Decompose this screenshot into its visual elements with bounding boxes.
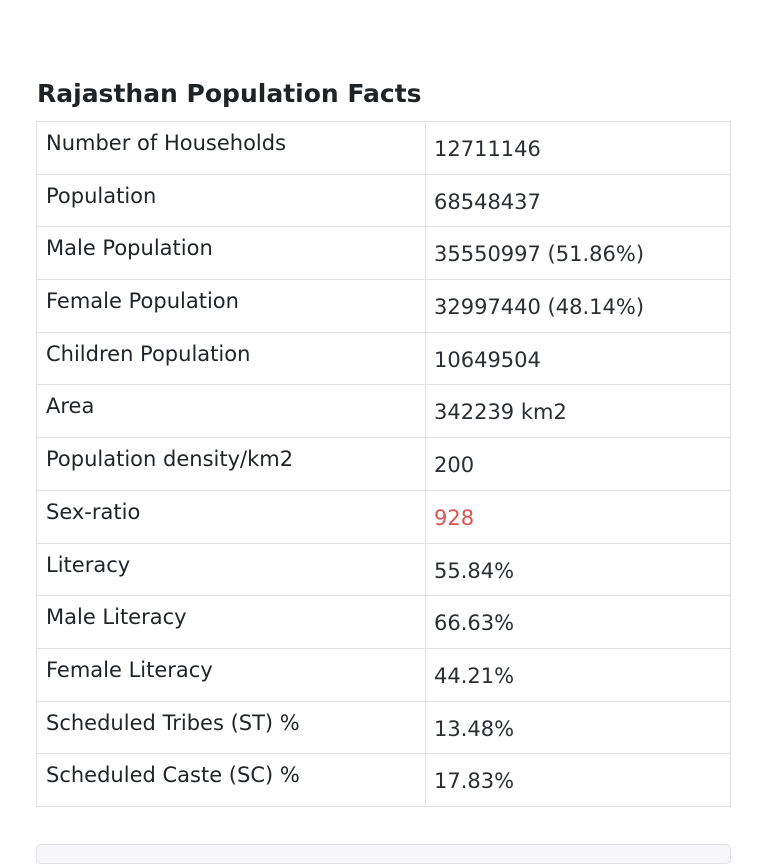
fact-label: Scheduled Tribes (ST) % bbox=[36, 700, 426, 755]
fact-value: 32997440 (48.14%) bbox=[425, 279, 731, 333]
fact-label: Area bbox=[36, 384, 426, 439]
table-row: Number of Households 12711146 bbox=[36, 121, 731, 175]
table-row: Literacy 55.84% bbox=[36, 542, 731, 597]
population-facts-table: Number of Households 12711146 Population… bbox=[36, 121, 731, 807]
fact-label: Population density/km2 bbox=[36, 437, 426, 491]
fact-value: 342239 km2 bbox=[425, 384, 731, 439]
fact-value: 12711146 bbox=[425, 121, 731, 175]
fact-value: 66.63% bbox=[425, 595, 731, 649]
fact-value: 68548437 bbox=[425, 173, 731, 228]
table-row: Female Population 32997440 (48.14%) bbox=[36, 279, 731, 333]
fact-label: Literacy bbox=[36, 542, 426, 597]
fact-value: 200 bbox=[425, 437, 731, 491]
table-row: Population density/km2 200 bbox=[36, 437, 731, 491]
fact-value: 44.21% bbox=[425, 647, 731, 702]
table-row: Scheduled Tribes (ST) % 13.48% bbox=[36, 700, 731, 755]
table-row: Area 342239 km2 bbox=[36, 384, 731, 439]
fact-label: Children Population bbox=[36, 331, 426, 386]
fact-label: Male Population bbox=[36, 226, 426, 281]
fact-value: 35550997 (51.86%) bbox=[425, 226, 731, 281]
fact-label: Female Population bbox=[36, 279, 426, 333]
fact-label: Sex-ratio bbox=[36, 489, 426, 544]
table-row: Male Literacy 66.63% bbox=[36, 595, 731, 649]
fact-value: 10649504 bbox=[425, 331, 731, 386]
fact-value: 13.48% bbox=[425, 700, 731, 755]
section-title: Rajasthan Population Facts bbox=[37, 79, 422, 108]
table-row: Scheduled Caste (SC) % 17.83% bbox=[36, 753, 731, 807]
fact-label: Population bbox=[36, 173, 426, 228]
fact-label: Scheduled Caste (SC) % bbox=[36, 753, 426, 807]
sex-ratio-value: 928 bbox=[425, 489, 731, 544]
fact-label: Male Literacy bbox=[36, 595, 426, 649]
next-section-card bbox=[36, 844, 731, 864]
fact-value: 55.84% bbox=[425, 542, 731, 597]
fact-label: Female Literacy bbox=[36, 647, 426, 702]
table-row: Children Population 10649504 bbox=[36, 331, 731, 386]
table-row: Male Population 35550997 (51.86%) bbox=[36, 226, 731, 281]
fact-value: 17.83% bbox=[425, 753, 731, 807]
table-row: Female Literacy 44.21% bbox=[36, 647, 731, 702]
table-row: Population 68548437 bbox=[36, 173, 731, 228]
fact-label: Number of Households bbox=[36, 121, 426, 175]
table-row: Sex-ratio 928 bbox=[36, 489, 731, 544]
